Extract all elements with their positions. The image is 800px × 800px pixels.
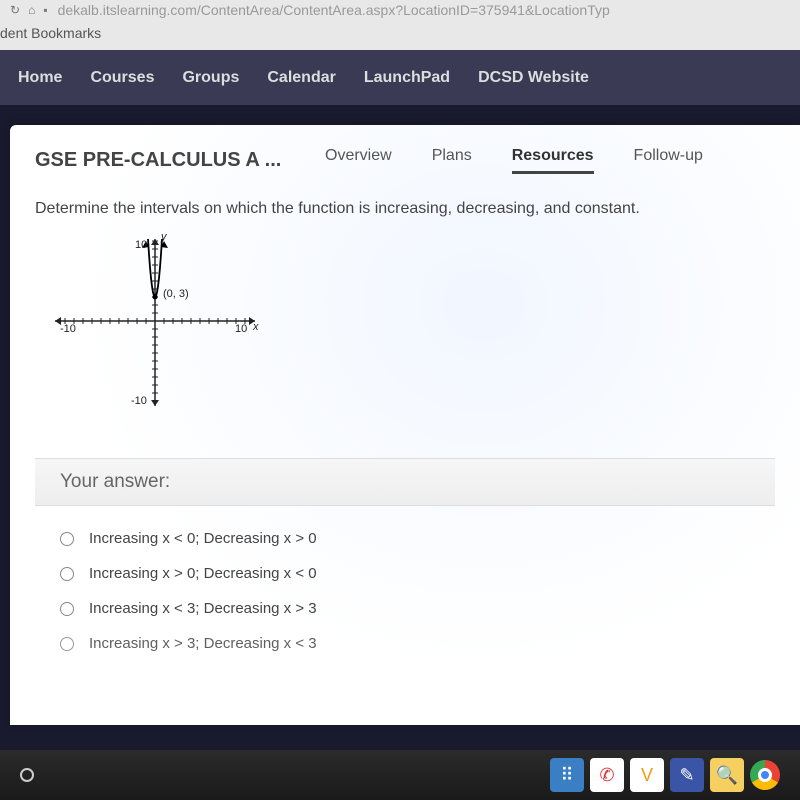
tab-resources[interactable]: Resources [512, 147, 594, 174]
answer-header: Your answer: [35, 458, 775, 506]
nav-groups[interactable]: Groups [182, 69, 239, 87]
course-tabs: Overview Plans Resources Follow-up [325, 147, 703, 174]
function-graph: (0, 3) -10 10 x 10 y -10 [35, 233, 275, 433]
phone-icon[interactable]: ✆ [590, 758, 624, 792]
radio-icon[interactable] [60, 532, 74, 546]
start-button[interactable] [20, 768, 34, 782]
tab-plans[interactable]: Plans [432, 147, 472, 174]
bookmarks-bar: dent Bookmarks [0, 20, 800, 50]
url-bar[interactable]: dekalb.itslearning.com/ContentArea/Conte… [58, 2, 790, 18]
option-label: Increasing x > 3; Decreasing x < 3 [89, 635, 317, 652]
tab-overview[interactable]: Overview [325, 147, 392, 174]
chrome-icon[interactable] [750, 760, 780, 790]
answer-section: Your answer: Increasing x < 0; Decreasin… [35, 458, 775, 676]
reload-icon[interactable]: ↻ [10, 3, 20, 17]
question-area: Determine the intervals on which the fun… [10, 190, 800, 686]
option-3[interactable]: Increasing x > 3; Decreasing x < 3 [60, 626, 750, 661]
content-window: GSE PRE-CALCULUS A ... Overview Plans Re… [10, 125, 800, 725]
options-list: Increasing x < 0; Decreasing x > 0 Incre… [35, 506, 775, 676]
y-pos-label: 10 [135, 239, 147, 251]
note-icon[interactable]: ✎ [670, 758, 704, 792]
option-label: Increasing x < 0; Decreasing x > 0 [89, 530, 317, 547]
nav-calendar[interactable]: Calendar [267, 69, 335, 87]
tab-followup[interactable]: Follow-up [634, 147, 703, 174]
y-axis-label: y [161, 231, 167, 243]
question-prompt: Determine the intervals on which the fun… [35, 200, 775, 218]
radio-icon[interactable] [60, 567, 74, 581]
browser-chrome: ↻ ⌂ ▪ dekalb.itslearning.com/ContentArea… [0, 0, 800, 20]
course-title: GSE PRE-CALCULUS A ... [35, 149, 285, 172]
system-tray: ⠿✆V✎🔍 [550, 758, 780, 792]
nav-launchpad[interactable]: LaunchPad [364, 69, 450, 87]
nav-courses[interactable]: Courses [90, 69, 154, 87]
course-header: GSE PRE-CALCULUS A ... Overview Plans Re… [10, 125, 800, 190]
x-axis-label: x [253, 321, 259, 333]
dice-icon[interactable]: ⠿ [550, 758, 584, 792]
point-label: (0, 3) [163, 288, 189, 300]
nav-buttons: ↻ ⌂ ▪ [10, 3, 48, 17]
bookmark-item[interactable]: dent Bookmarks [0, 25, 101, 41]
x-neg-label: -10 [60, 323, 76, 335]
check-icon[interactable]: V [630, 758, 664, 792]
option-0[interactable]: Increasing x < 0; Decreasing x > 0 [60, 521, 750, 556]
radio-icon[interactable] [60, 602, 74, 616]
option-2[interactable]: Increasing x < 3; Decreasing x > 3 [60, 591, 750, 626]
option-1[interactable]: Increasing x > 0; Decreasing x < 0 [60, 556, 750, 591]
x-pos-label: 10 [235, 323, 247, 335]
main-nav: Home Courses Groups Calendar LaunchPad D… [0, 50, 800, 105]
nav-dcsd[interactable]: DCSD Website [478, 69, 589, 87]
lock-icon: ▪ [43, 3, 47, 17]
nav-home[interactable]: Home [18, 69, 62, 87]
option-label: Increasing x > 0; Decreasing x < 0 [89, 565, 317, 582]
radio-icon[interactable] [60, 637, 74, 651]
option-label: Increasing x < 3; Decreasing x > 3 [89, 600, 317, 617]
y-neg-label: -10 [131, 395, 147, 407]
search-icon[interactable]: 🔍 [710, 758, 744, 792]
taskbar: ⠿✆V✎🔍 [0, 750, 800, 800]
home-icon[interactable]: ⌂ [28, 3, 35, 17]
